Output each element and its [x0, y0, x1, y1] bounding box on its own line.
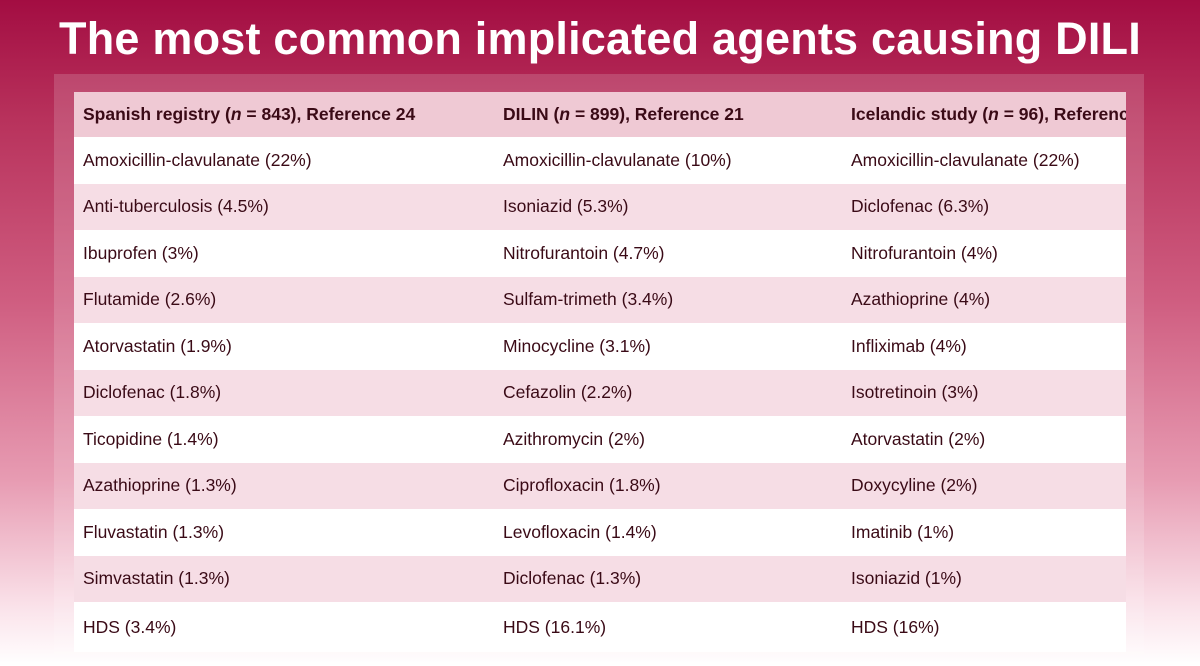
- header-spanish-registry: Spanish registry (n = 843), Reference 24: [74, 92, 494, 137]
- table-row: Atorvastatin (1.9%) Minocycline (3.1%) Inf…: [74, 323, 1126, 370]
- cell-icelandic-study: Isoniazid (1%): [842, 555, 1126, 602]
- table-header-row: Spanish registry (n = 843), Reference 24…: [74, 92, 1126, 137]
- table-row: Diclofenac (1.8%) Cefazolin (2.2%) Isotret…: [74, 369, 1126, 416]
- cell-dilin: Amoxicillin-clavulanate (10%): [494, 137, 842, 184]
- page-title: The most common implicated agents causin…: [59, 13, 1141, 64]
- table-row: Ibuprofen (3%) Nitrofurantoin (4.7%) Nitro…: [74, 230, 1126, 277]
- cell-spanish-registry: Amoxicillin-clavulanate (22%): [74, 137, 494, 184]
- cell-spanish-registry: Fluvastatin (1.3%): [74, 509, 494, 556]
- cell-spanish-registry: Diclofenac (1.8%): [74, 369, 494, 416]
- cell-spanish-registry: Atorvastatin (1.9%): [74, 323, 494, 370]
- cell-icelandic-study: Azathioprine (4%): [842, 276, 1126, 323]
- cell-icelandic-study: Doxycyline (2%): [842, 462, 1126, 509]
- cell-icelandic-study: Atorvastatin (2%): [842, 416, 1126, 463]
- cell-spanish-registry: HDS (3.4%): [74, 602, 494, 652]
- cell-dilin: HDS (16.1%): [494, 602, 842, 652]
- table-row: Fluvastatin (1.3%) Levofloxacin (1.4%) Ima…: [74, 509, 1126, 556]
- cell-dilin: Minocycline (3.1%): [494, 323, 842, 370]
- cell-dilin: Isoniazid (5.3%): [494, 183, 842, 230]
- cell-dilin: Ciprofloxacin (1.8%): [494, 462, 842, 509]
- table-row: Anti-tuberculosis (4.5%) Isoniazid (5.3%)…: [74, 183, 1126, 230]
- cell-spanish-registry: Flutamide (2.6%): [74, 276, 494, 323]
- cell-icelandic-study: Amoxicillin-clavulanate (22%): [842, 137, 1126, 184]
- table-row: HDS (3.4%) HDS (16.1%) HDS (16%): [74, 602, 1126, 652]
- header-icelandic-study: Icelandic study (n = 96), Reference 1: [842, 92, 1126, 137]
- cell-dilin: Diclofenac (1.3%): [494, 555, 842, 602]
- table-row: Simvastatin (1.3%) Diclofenac (1.3%) Isoni…: [74, 555, 1126, 602]
- table-row: Ticopidine (1.4%) Azithromycin (2%) Atorva…: [74, 416, 1126, 463]
- cell-spanish-registry: Simvastatin (1.3%): [74, 555, 494, 602]
- cell-dilin: Levofloxacin (1.4%): [494, 509, 842, 556]
- cell-dilin: Azithromycin (2%): [494, 416, 842, 463]
- cell-icelandic-study: Imatinib (1%): [842, 509, 1126, 556]
- cell-spanish-registry: Azathioprine (1.3%): [74, 462, 494, 509]
- table-row: Flutamide (2.6%) Sulfam-trimeth (3.4%) Aza…: [74, 276, 1126, 323]
- cell-icelandic-study: Nitrofurantoin (4%): [842, 230, 1126, 277]
- cell-dilin: Nitrofurantoin (4.7%): [494, 230, 842, 277]
- header-dilin: DILIN (n = 899), Reference 21: [494, 92, 842, 137]
- cell-dilin: Sulfam-trimeth (3.4%): [494, 276, 842, 323]
- cell-icelandic-study: Isotretinoin (3%): [842, 369, 1126, 416]
- table-row: Azathioprine (1.3%) Ciprofloxacin (1.8%) D…: [74, 462, 1126, 509]
- cell-icelandic-study: Infliximab (4%): [842, 323, 1126, 370]
- cell-spanish-registry: Anti-tuberculosis (4.5%): [74, 183, 494, 230]
- cell-spanish-registry: Ibuprofen (3%): [74, 230, 494, 277]
- table-row: Amoxicillin-clavulanate (22%) Amoxicillin…: [74, 137, 1126, 184]
- cell-icelandic-study: Diclofenac (6.3%): [842, 183, 1126, 230]
- dili-agents-table: Spanish registry (n = 843), Reference 24…: [74, 92, 1126, 652]
- cell-dilin: Cefazolin (2.2%): [494, 369, 842, 416]
- cell-icelandic-study: HDS (16%): [842, 602, 1126, 652]
- cell-spanish-registry: Ticopidine (1.4%): [74, 416, 494, 463]
